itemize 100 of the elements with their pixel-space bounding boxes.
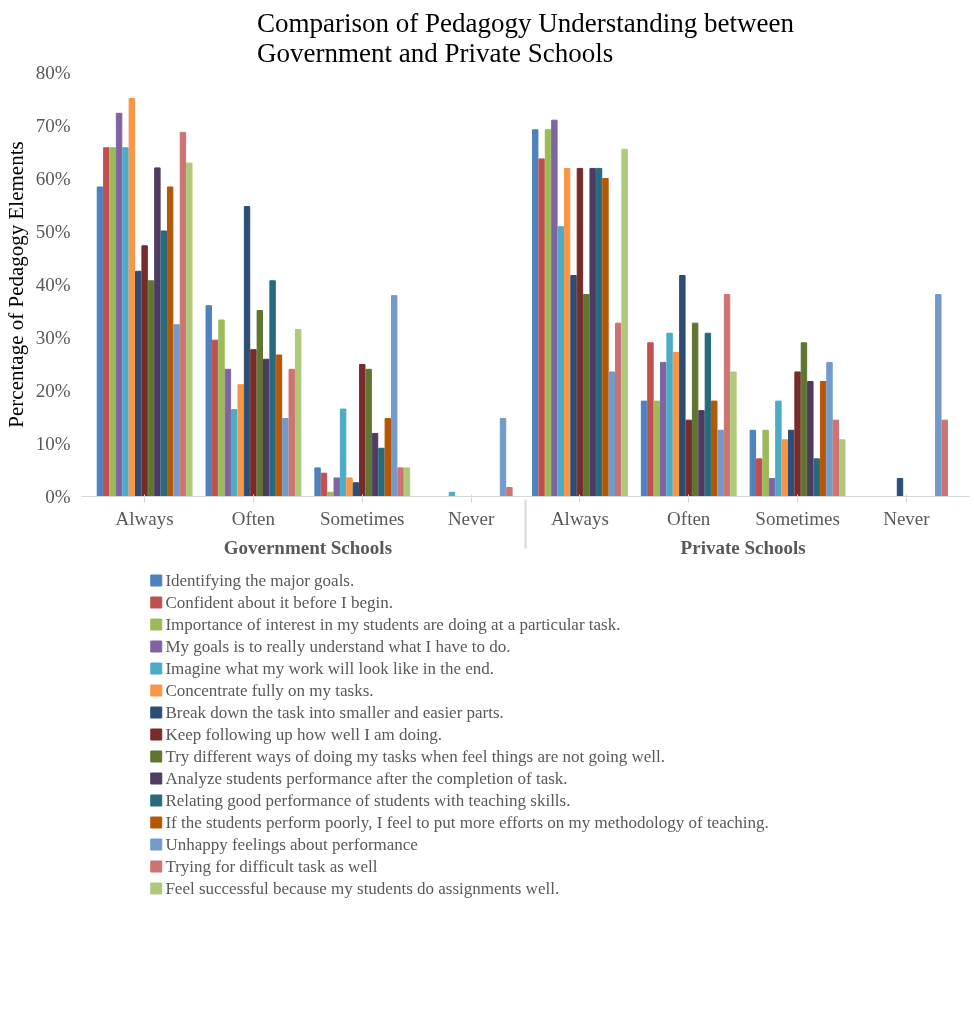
- y-tick-label: 10%: [35, 433, 71, 454]
- legend-label: Analyze students performance after the completion of task.: [165, 769, 568, 788]
- bar: [141, 245, 148, 497]
- bar: [941, 419, 948, 497]
- bar: [589, 167, 596, 497]
- bar: [532, 129, 539, 497]
- bar: [723, 294, 731, 497]
- bar: [775, 400, 782, 497]
- bar: [615, 322, 622, 497]
- bar: [800, 342, 808, 497]
- bar: [173, 324, 180, 497]
- bar: [602, 178, 609, 497]
- bar: [704, 332, 712, 497]
- bar: [621, 148, 628, 497]
- bar: [756, 458, 763, 497]
- bar: [595, 167, 603, 497]
- y-tick-label: 80%: [35, 62, 71, 83]
- bar: [647, 342, 654, 497]
- y-tick-label: 20%: [35, 380, 71, 401]
- bar: [832, 419, 840, 497]
- bar: [256, 309, 264, 497]
- y-axis-title: Percentage of Pedagogy Elements: [3, 141, 28, 428]
- legend-label: Unhappy feelings about performance: [165, 835, 418, 854]
- bar: [186, 162, 193, 497]
- bar: [346, 477, 353, 497]
- bar: [166, 186, 174, 497]
- legend-label: Try different ways of doing my tasks when feel things are not going well.: [165, 747, 665, 766]
- text: Government Schools: [223, 536, 393, 558]
- bar: [237, 384, 244, 497]
- legend-label: Keep following up how well I am doing.: [165, 725, 443, 744]
- bar: [768, 477, 776, 497]
- bar: [499, 418, 507, 497]
- bar: [666, 332, 673, 497]
- bar: [551, 119, 558, 497]
- bar: [781, 439, 788, 497]
- bar: [653, 400, 661, 497]
- y-tick-label: 40%: [35, 274, 71, 295]
- bar: [749, 429, 757, 497]
- bar: [154, 167, 161, 497]
- bar: [935, 294, 942, 497]
- bar: [320, 472, 328, 497]
- bar: [339, 408, 347, 497]
- text: Private Schools: [680, 536, 806, 558]
- x-tick-label: Always: [115, 507, 174, 529]
- bar: [506, 486, 513, 497]
- legend-label: Importance of interest in my students are doing at a particular task.: [165, 615, 621, 634]
- bar: [896, 477, 904, 497]
- x-tick-label: Sometimes: [755, 507, 840, 529]
- bar: [250, 349, 257, 497]
- y-tick-label: 30%: [35, 327, 71, 348]
- bar: [679, 274, 686, 497]
- x-tick-label: Sometimes: [320, 507, 405, 529]
- bar: [294, 329, 302, 497]
- legend-label: Imagine what my work will look like in the end.: [165, 659, 494, 678]
- legend-label: Confident about it before I begin.: [165, 593, 393, 612]
- legend-label: Identifying the major goals.: [165, 571, 355, 590]
- bar: [122, 147, 129, 497]
- bar: [224, 368, 232, 497]
- x-tick-label: Often: [667, 507, 711, 529]
- bar: [403, 467, 411, 497]
- bar: [672, 351, 680, 497]
- bar: [314, 467, 321, 497]
- bar: [211, 339, 219, 497]
- legend-label: Break down the task into smaller and easier parts.: [165, 703, 504, 722]
- bar: [103, 147, 110, 497]
- bar: [563, 167, 571, 497]
- bar: [384, 418, 392, 497]
- bar: [711, 400, 718, 497]
- legend-label: If the students perform poorly, I feel to put more efforts on my methodology of teaching.: [165, 813, 769, 832]
- x-tick-label: Never: [883, 507, 931, 529]
- bar: [717, 429, 724, 497]
- bar: [544, 129, 552, 497]
- bar: [826, 361, 833, 497]
- bar: [288, 368, 295, 497]
- bar: [570, 274, 577, 497]
- bar: [115, 112, 123, 497]
- bar: [128, 97, 136, 497]
- legend-label: Concentrate fully on my tasks.: [165, 681, 374, 700]
- bar: [608, 371, 616, 497]
- x-tick-label: Often: [231, 507, 276, 529]
- bar: [807, 380, 814, 497]
- bar: [160, 230, 167, 497]
- bar: [691, 322, 699, 497]
- bar: [787, 429, 795, 497]
- y-tick-label: 60%: [35, 168, 71, 189]
- bar: [371, 432, 379, 497]
- bar: [819, 380, 827, 497]
- bar: [109, 147, 116, 497]
- bar: [685, 419, 692, 497]
- legend-label: Feel successful because my students do assignments well.: [165, 879, 560, 898]
- bar: [231, 409, 238, 497]
- bar: [397, 467, 404, 497]
- bar: [179, 131, 187, 497]
- bar: [730, 371, 737, 497]
- chart-title: Comparison of Pedagogy Understanding between Government and Private Schools: [257, 7, 795, 68]
- bar: [269, 280, 276, 497]
- bar: [390, 295, 398, 497]
- bar: [583, 294, 590, 497]
- bar: [557, 226, 564, 497]
- bar: [839, 439, 846, 497]
